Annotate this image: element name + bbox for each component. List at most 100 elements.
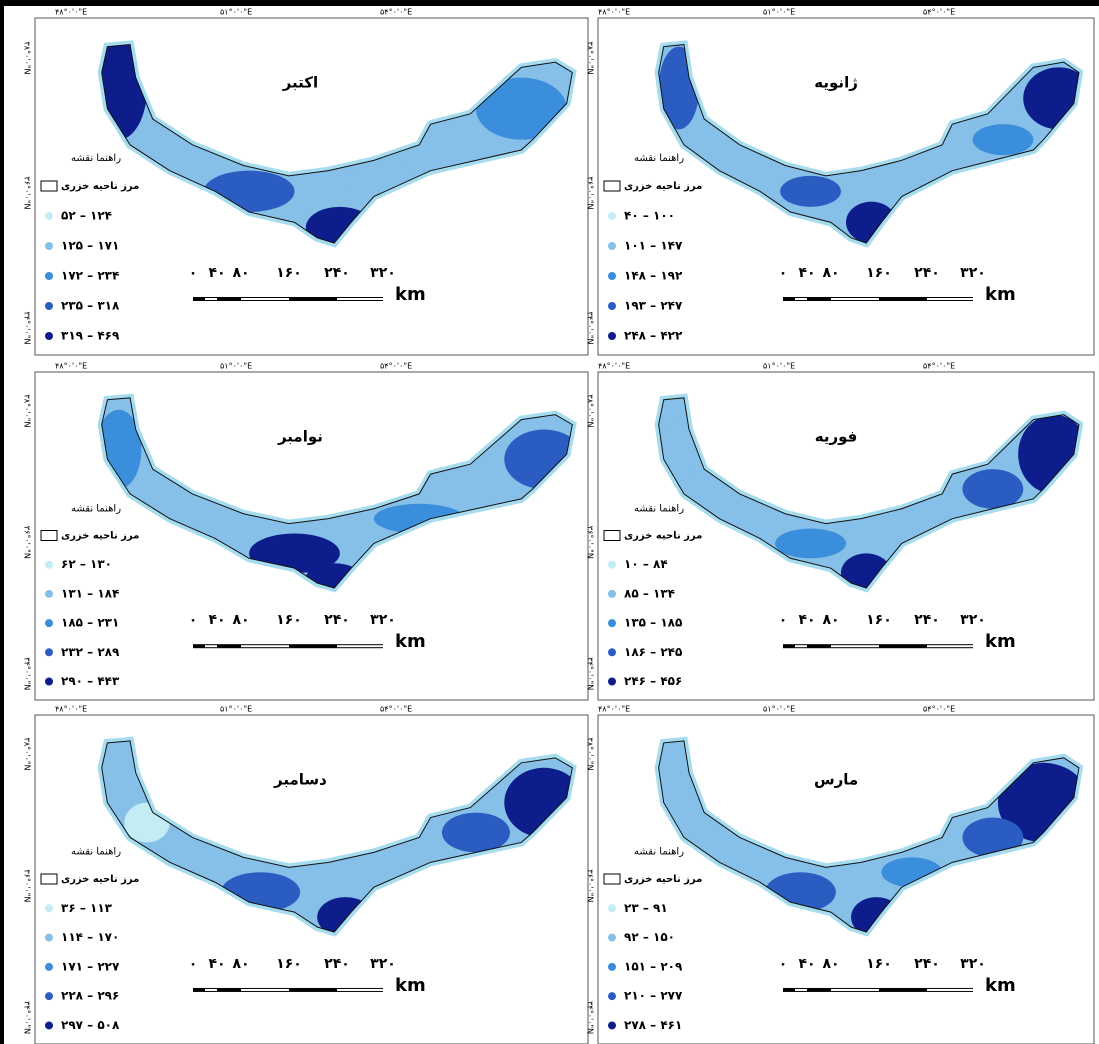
scale-label: ۸۰ <box>822 612 839 628</box>
panel-title: ژانویه <box>814 74 858 92</box>
legend-swatch <box>45 212 53 220</box>
latitude-label: ۳۴°۰'۰"N <box>23 311 32 344</box>
longitude-label: ۵۴°۰'۰"E <box>380 8 412 17</box>
legend-swatch <box>45 560 53 569</box>
scale-label: ۳۲۰ <box>960 612 986 628</box>
scale-bar-segment <box>927 988 973 991</box>
latitude-label: ۳۶°۰'۰"N <box>586 176 595 209</box>
top-border <box>0 0 1099 6</box>
legend-swatch <box>45 332 53 340</box>
latitude-label: ۳۸°۰'۰"N <box>23 394 32 427</box>
legend-swatch <box>45 302 53 310</box>
scale-label: ۸۰ <box>822 265 839 281</box>
region-zone <box>972 124 1034 156</box>
scale-label: ۲۴۰ <box>914 265 940 281</box>
boundary-swatch <box>603 873 621 885</box>
scale-label: ۰ <box>779 265 788 281</box>
scale-bar-segment <box>927 645 973 648</box>
legend-label: ۱۳۱ – ۱۸۴ <box>61 586 119 600</box>
region-zone <box>441 812 510 853</box>
legend-label: ۲۳۵ – ۳۱۸ <box>61 299 120 313</box>
region-boundary <box>101 397 573 589</box>
latitude-label: ۳۸°۰'۰"N <box>23 41 32 74</box>
legend-label: ۲۴۸ – ۴۲۲ <box>624 329 683 343</box>
region-boundary <box>658 44 1080 244</box>
scale-label: ۰ <box>779 956 788 972</box>
legend-swatch <box>608 589 616 598</box>
region-zone <box>475 77 567 140</box>
region-zone <box>962 817 1024 858</box>
latitude-label: ۳۶°۰'۰"N <box>586 526 595 559</box>
longitude-label: ۵۴°۰'۰"E <box>923 705 955 714</box>
legend-label: ۱۱۴ – ۱۷۰ <box>61 930 119 944</box>
legend-swatch <box>45 1021 53 1030</box>
legend-swatch <box>45 619 53 628</box>
map-guide: راهنما نقشه <box>71 153 121 164</box>
legend-label: ۲۷۸ – ۴۶۱ <box>624 1018 682 1032</box>
region-zone <box>780 175 841 207</box>
panel-title: نوامبر <box>277 428 323 446</box>
scale-bar-segment <box>337 645 383 648</box>
latitude-label: ۳۴°۰'۰"N <box>586 657 595 690</box>
region-zone <box>775 528 846 559</box>
scale-unit: km <box>395 631 426 652</box>
scale-bar-segment <box>241 298 289 300</box>
legend-label: ۱۳۵ – ۱۸۵ <box>624 616 682 630</box>
legend-swatch <box>45 933 53 942</box>
map-panel: مارس ۴۸°۰'۰"E ۵۱°۰'۰"E ۵۴°۰'۰"E ۳۸°۰'۰"N ۳۶°۰… <box>586 705 1095 1044</box>
latitude-label: ۳۴°۰'۰"N <box>586 311 595 344</box>
legend-swatch <box>608 677 616 686</box>
scale-label: ۰ <box>189 612 198 628</box>
scale-bar-segment <box>795 645 807 648</box>
scale-bar-segment <box>205 645 217 648</box>
legend-swatch <box>608 242 616 250</box>
legend-label: ۲۴۶ – ۴۵۶ <box>624 674 682 688</box>
legend-label: ۸۵ – ۱۳۴ <box>624 586 675 600</box>
boundary-swatch <box>40 530 58 542</box>
latitude-label: ۳۸°۰'۰"N <box>586 41 595 74</box>
latitude-label: ۳۶°۰'۰"N <box>23 869 32 902</box>
region-boundary <box>101 740 573 933</box>
longitude-label: ۵۱°۰'۰"E <box>220 705 252 714</box>
legend-swatch <box>45 904 53 913</box>
scale-label: ۳۲۰ <box>960 956 986 972</box>
legend-swatch <box>608 962 616 971</box>
panel-title: دسامبر <box>273 771 327 789</box>
scale-bar-segment <box>205 988 217 991</box>
legend-label: ۱۰۱ – ۱۴۷ <box>624 239 683 253</box>
legend-label: ۴۰ – ۱۰۰ <box>624 209 675 223</box>
scale-label: ۲۴۰ <box>324 956 350 972</box>
latitude-label: ۳۸°۰'۰"N <box>23 738 32 771</box>
longitude-label: ۵۱°۰'۰"E <box>763 362 795 371</box>
legend-label: ۱۲۵ – ۱۷۱ <box>61 239 119 253</box>
region-boundary <box>658 397 1080 589</box>
boundary-swatch <box>40 873 58 885</box>
latitude-label: ۳۴°۰'۰"N <box>586 1001 595 1034</box>
legend-label: ۱۷۱ – ۲۲۷ <box>61 959 120 973</box>
boundary-label: مرز ناحیه خزری <box>61 181 139 192</box>
legend-label: ۱۸۶ – ۲۴۵ <box>624 645 682 659</box>
legend-label: ۲۳ – ۹۱ <box>624 901 668 915</box>
scale-label: ۳۲۰ <box>370 612 396 628</box>
region-boundary <box>101 44 573 244</box>
boundary-swatch <box>603 180 621 192</box>
scale-label: ۱۶۰ <box>276 265 302 281</box>
longitude-label: ۵۱°۰'۰"E <box>763 8 795 17</box>
legend-label: ۳۱۹ – ۴۶۹ <box>61 329 120 343</box>
scale-label: ۰ <box>189 265 198 281</box>
longitude-label: ۴۸°۰'۰"E <box>598 705 630 714</box>
scale-unit: km <box>985 284 1016 305</box>
scale-label: ۸۰ <box>232 265 249 281</box>
latitude-label: ۳۸°۰'۰"N <box>586 738 595 771</box>
legend-label: ۱۷۲ – ۲۳۴ <box>61 269 119 283</box>
legend-swatch <box>45 648 53 657</box>
boundary-swatch <box>40 180 58 192</box>
map-panel: ژانویه ۴۸°۰'۰"E ۵۱°۰'۰"E ۵۴°۰'۰"E ۳۸°۰'۰"N ۳۶… <box>586 8 1095 356</box>
scale-label: ۸۰ <box>232 956 249 972</box>
boundary-label: مرز ناحیه خزری <box>61 531 139 542</box>
scale-label: ۱۶۰ <box>866 612 892 628</box>
map-guide: راهنما نقشه <box>634 503 684 514</box>
legend-label: ۱۰ – ۸۴ <box>624 557 668 571</box>
map-panel: اکتبر ۴۸°۰'۰"E ۵۱°۰'۰"E ۵۴°۰'۰"E ۳۸°۰'۰"N ۳۶°… <box>23 8 589 356</box>
legend-label: ۱۸۵ – ۲۳۱ <box>61 616 119 630</box>
